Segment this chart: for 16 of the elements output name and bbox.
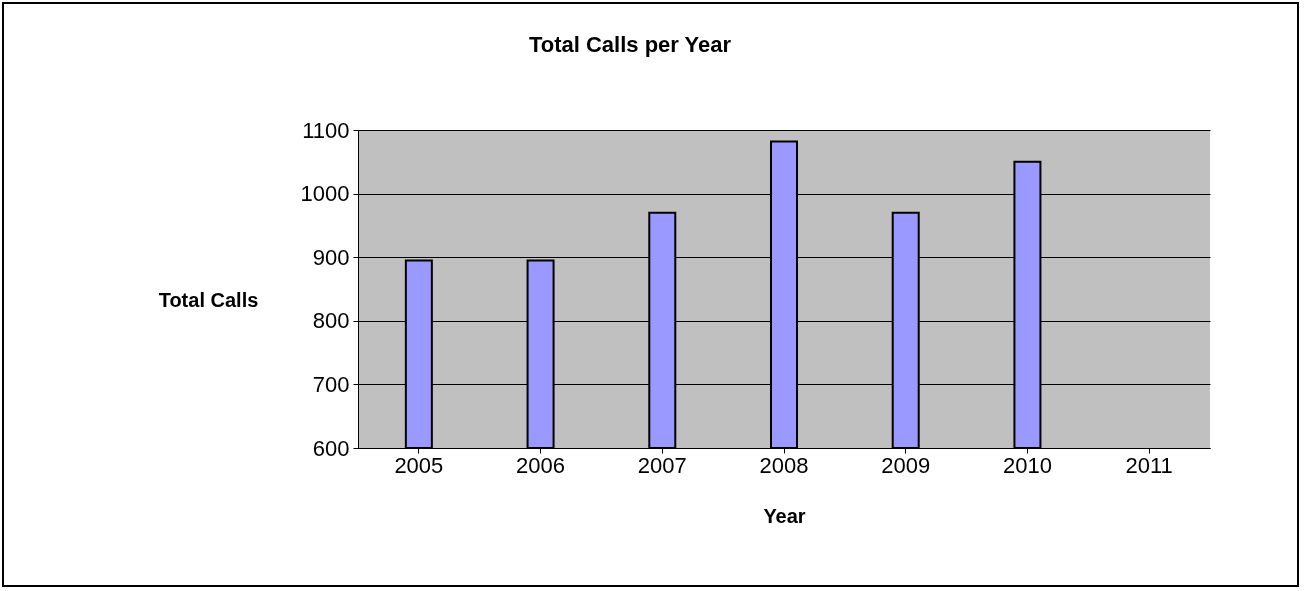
y-tick-label: 700 (312, 371, 350, 397)
y-tick-label: 1000 (300, 181, 350, 207)
y-tick-label: 800 (312, 308, 350, 334)
x-tick-label: 2011 (1125, 452, 1173, 478)
x-axis-title: Year (763, 504, 806, 527)
chart-title: Total Calls per Year (528, 32, 732, 57)
x-tick-label: 2005 (394, 452, 444, 478)
x-tick-label: 2010 (1002, 452, 1052, 478)
x-tick-label: 2007 (637, 452, 687, 478)
y-tick-label: 1100 (302, 117, 350, 143)
x-tick-label: 2006 (516, 452, 566, 478)
x-tick-label: 2008 (759, 452, 809, 478)
x-tick-label: 2009 (881, 452, 931, 478)
y-tick-label: 600 (312, 435, 350, 461)
y-tick-label: 900 (312, 244, 350, 270)
y-axis-title: Total Calls (158, 288, 259, 311)
